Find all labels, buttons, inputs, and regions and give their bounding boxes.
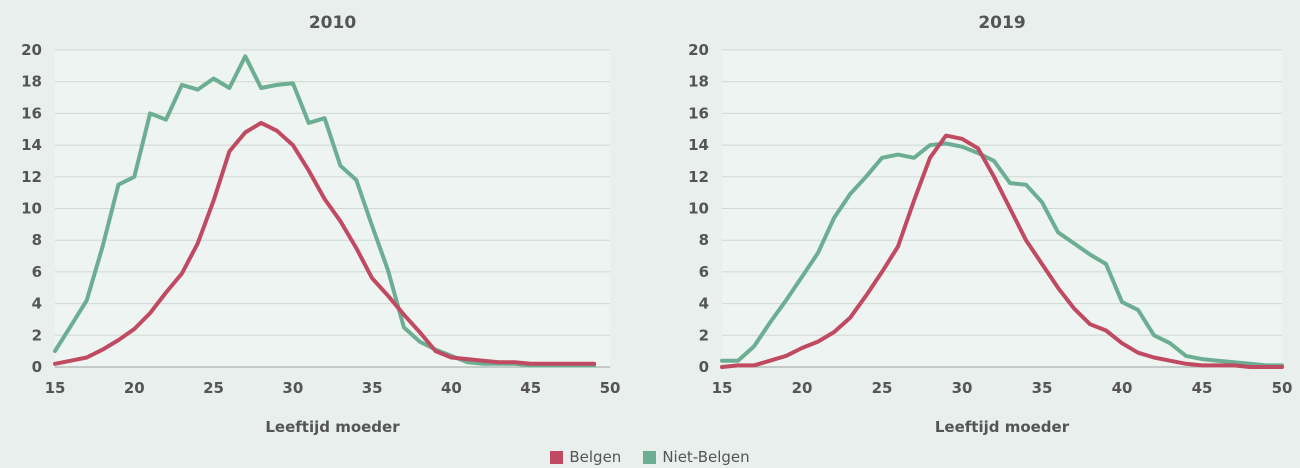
chart-2010-xlabel: Leeftijd moeder (265, 418, 400, 436)
chart-2019-xtick-label: 30 (952, 379, 973, 397)
chart-2019-ytick-label: 8 (699, 231, 709, 249)
legend-item-belgen: Belgen (550, 448, 621, 466)
chart-2010-xtick-label: 30 (282, 379, 303, 397)
chart-2019-ytick-label: 18 (688, 73, 709, 91)
legend-label-belgen: Belgen (569, 448, 622, 466)
legend-swatch-niet-belgen (643, 450, 657, 464)
legend-label-niet-belgen: Niet-Belgen (662, 448, 750, 466)
chart-2019-ytick-label: 10 (688, 200, 709, 218)
chart-2019-ytick-label: 6 (699, 263, 709, 281)
chart-2019-ytick-label: 4 (699, 295, 709, 313)
legend-swatch-belgen (550, 450, 564, 464)
chart-2010-xtick-label: 20 (124, 379, 145, 397)
chart-2010-ytick-label: 6 (32, 263, 42, 281)
chart-2010-xtick-label: 25 (203, 379, 224, 397)
chart-2019-xtick-label: 15 (712, 379, 733, 397)
chart-2010-ytick-label: 16 (21, 104, 42, 122)
chart-2019-ytick-label: 2 (699, 326, 709, 344)
chart-2010-xtick-label: 50 (600, 379, 621, 397)
chart-2010-ytick-label: 14 (21, 136, 42, 154)
chart-2019-xtick-label: 40 (1112, 379, 1133, 397)
chart-2019-ytick-label: 16 (688, 104, 709, 122)
chart-2019-ytick-label: 14 (688, 136, 709, 154)
chart-2019-xlabel: Leeftijd moeder (935, 418, 1070, 436)
chart-2019-ytick-label: 0 (699, 358, 709, 376)
chart-2010-ytick-label: 4 (32, 295, 42, 313)
legend: Belgen Niet-Belgen (0, 446, 1300, 468)
chart-2010-xtick-label: 40 (441, 379, 462, 397)
chart-2010-title: 2010 (309, 13, 356, 33)
chart-2010-ytick-label: 12 (21, 168, 42, 186)
chart-2019-series-belgen (720, 133, 1284, 369)
chart-2019-ytick-label: 12 (688, 168, 709, 186)
chart-2019-title: 2019 (978, 13, 1025, 33)
chart-2010-xtick-label: 35 (362, 379, 383, 397)
chart-2010-ytick-label: 10 (21, 200, 42, 218)
chart-2010-series-belgen (53, 120, 597, 366)
chart-2010-ytick-label: 8 (32, 231, 42, 249)
chart-2019-series-niet-belgen (720, 141, 1284, 368)
chart-2010-xtick-label: 15 (45, 379, 66, 397)
chart-2019-xtick-label: 45 (1192, 379, 1213, 397)
chart-2010-xtick-label: 45 (520, 379, 541, 397)
chart-2019-xtick-label: 20 (792, 379, 813, 397)
chart-2019-xtick-label: 50 (1272, 379, 1293, 397)
chart-2010-ytick-label: 2 (32, 326, 42, 344)
chart-2019-xtick-label: 35 (1032, 379, 1053, 397)
chart-2010-ytick-label: 18 (21, 73, 42, 91)
chart-2010-ytick-label: 0 (32, 358, 42, 376)
chart-2010-ytick-label: 20 (21, 41, 42, 59)
legend-item-niet-belgen: Niet-Belgen (643, 448, 750, 466)
chart-2019-xtick-label: 25 (872, 379, 893, 397)
chart-2019-ytick-label: 20 (688, 41, 709, 59)
